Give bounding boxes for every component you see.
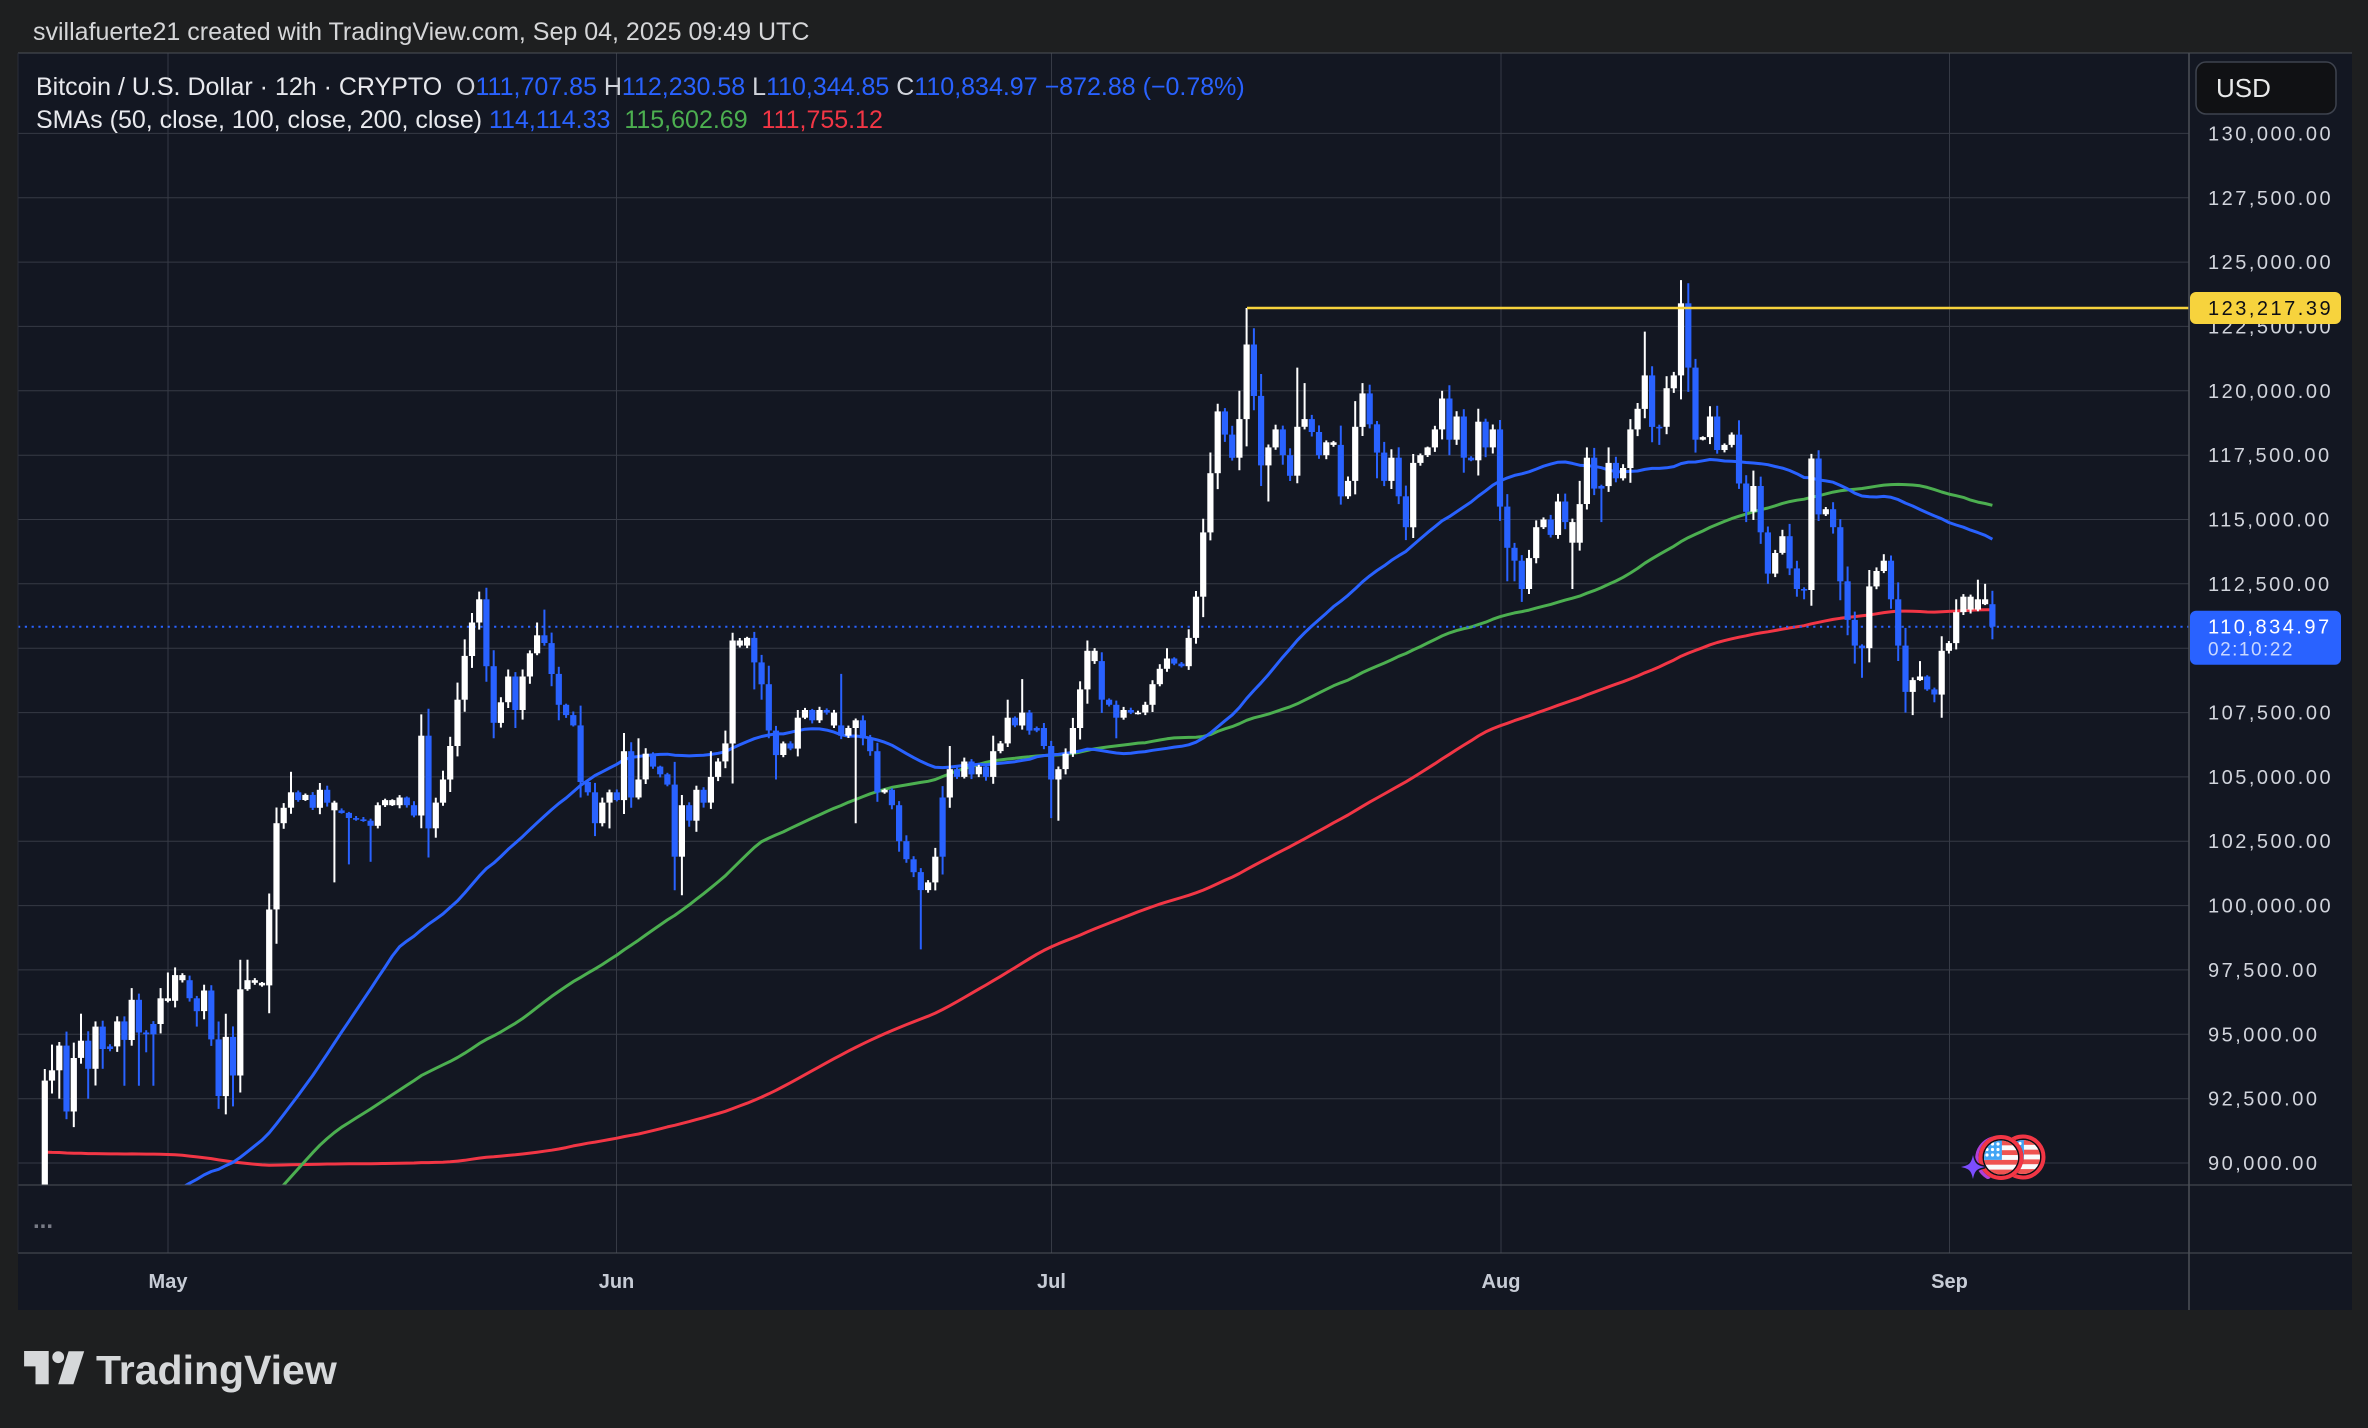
svg-text:105,000.00: 105,000.00 — [2208, 767, 2333, 789]
svg-text:TradingView: TradingView — [96, 1347, 337, 1393]
svg-text:USD: USD — [2216, 73, 2271, 103]
svg-text:127,500.00: 127,500.00 — [2208, 188, 2333, 210]
svg-text:svillafuerte21 created with Tr: svillafuerte21 created with TradingView.… — [33, 18, 809, 46]
svg-text:97,500.00: 97,500.00 — [2208, 960, 2319, 982]
svg-text:110,834.97: 110,834.97 — [2208, 617, 2332, 639]
svg-text:May: May — [149, 1271, 189, 1293]
svg-text:Jul: Jul — [1037, 1271, 1066, 1293]
svg-text:102,500.00: 102,500.00 — [2208, 831, 2333, 853]
svg-text:107,500.00: 107,500.00 — [2208, 703, 2333, 725]
svg-text:Jun: Jun — [599, 1271, 635, 1293]
svg-text:117,500.00: 117,500.00 — [2208, 445, 2332, 467]
svg-text:100,000.00: 100,000.00 — [2208, 896, 2333, 918]
svg-text:125,000.00: 125,000.00 — [2208, 252, 2333, 274]
svg-text:120,000.00: 120,000.00 — [2208, 381, 2333, 403]
svg-text:92,500.00: 92,500.00 — [2208, 1089, 2319, 1111]
svg-text:02:10:22: 02:10:22 — [2208, 640, 2294, 661]
svg-text:112,500.00: 112,500.00 — [2208, 574, 2332, 596]
svg-text:130,000.00: 130,000.00 — [2208, 123, 2333, 145]
svg-text:90,000.00: 90,000.00 — [2208, 1153, 2319, 1175]
svg-text:95,000.00: 95,000.00 — [2208, 1024, 2319, 1046]
svg-text:...: ... — [33, 1207, 53, 1234]
svg-text:Sep: Sep — [1931, 1271, 1968, 1293]
svg-text:Bitcoin / U.S. Dollar · 12h ·: Bitcoin / U.S. Dollar · 12h · CRYPTO O11… — [36, 73, 1245, 101]
svg-text:115,000.00: 115,000.00 — [2208, 510, 2332, 532]
svg-text:123,217.39: 123,217.39 — [2208, 298, 2333, 320]
svg-text:SMAs (50, close, 100, close, 2: SMAs (50, close, 100, close, 200, close)… — [36, 106, 883, 134]
svg-text:Aug: Aug — [1482, 1271, 1521, 1293]
